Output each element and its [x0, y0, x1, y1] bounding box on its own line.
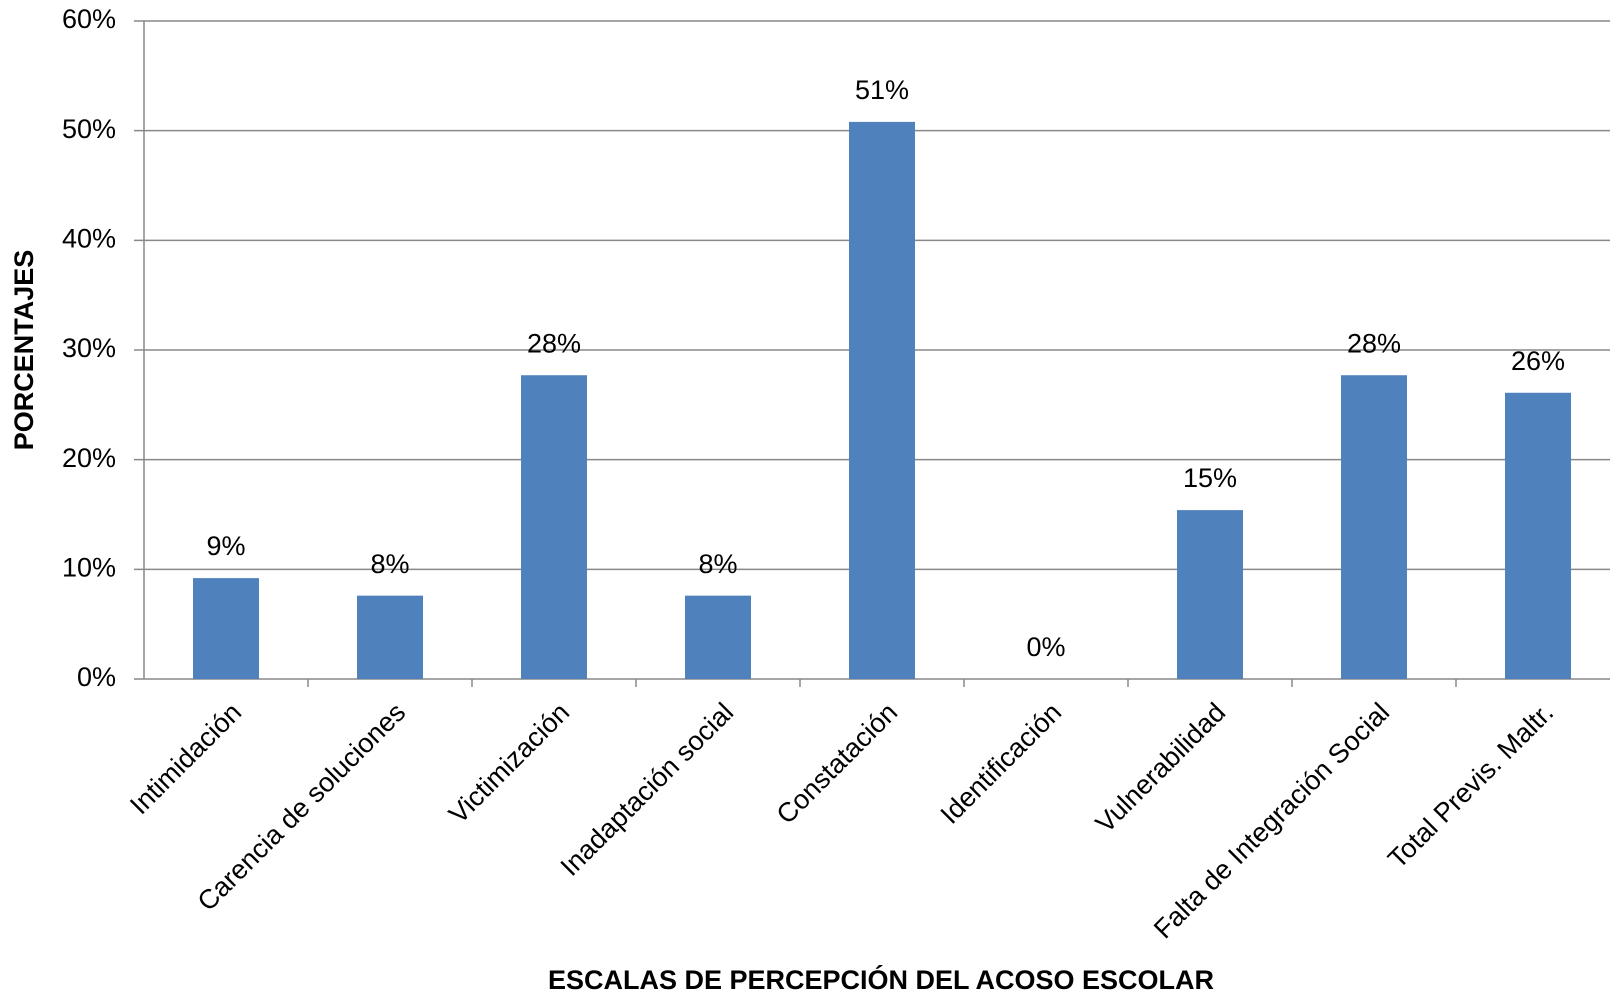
value-label: 0% — [1026, 632, 1065, 662]
value-label: 51% — [855, 75, 909, 105]
bar — [1341, 375, 1407, 679]
bar — [685, 595, 751, 679]
y-axis-title: PORCENTAJES — [9, 250, 39, 451]
y-tick-label: 60% — [62, 4, 116, 34]
bar — [1505, 392, 1571, 679]
x-tick-label: Identificación — [935, 697, 1068, 830]
value-label: 8% — [698, 549, 737, 579]
bar — [521, 375, 587, 679]
x-tick-label: Total Previs. Maltr. — [1382, 697, 1559, 874]
x-tick-label: Intimidación — [124, 697, 247, 820]
y-tick-label: 20% — [62, 443, 116, 473]
value-label: 9% — [206, 531, 245, 561]
bar — [849, 121, 915, 680]
y-tick-label: 10% — [62, 552, 116, 582]
value-label: 15% — [1183, 463, 1237, 493]
bar — [193, 578, 259, 679]
y-tick-label: 40% — [62, 223, 116, 253]
bar — [357, 595, 423, 679]
x-tick-label: Vulnerabilidad — [1090, 697, 1232, 839]
y-tick-label: 30% — [62, 333, 116, 363]
x-tick-label: Victimización — [443, 697, 575, 829]
value-label: 26% — [1511, 346, 1565, 376]
value-label: 28% — [527, 328, 581, 358]
x-tick-label: Inadaptación social — [555, 697, 740, 882]
y-tick-label: 50% — [62, 114, 116, 144]
bar — [1177, 510, 1243, 679]
x-axis-title: ESCALAS DE PERCEPCIÓN DEL ACOSO ESCOLAR — [548, 964, 1214, 995]
value-label: 28% — [1347, 328, 1401, 358]
x-tick-label: Constatación — [771, 697, 904, 830]
value-label: 8% — [370, 549, 409, 579]
y-tick-label: 0% — [77, 662, 116, 692]
